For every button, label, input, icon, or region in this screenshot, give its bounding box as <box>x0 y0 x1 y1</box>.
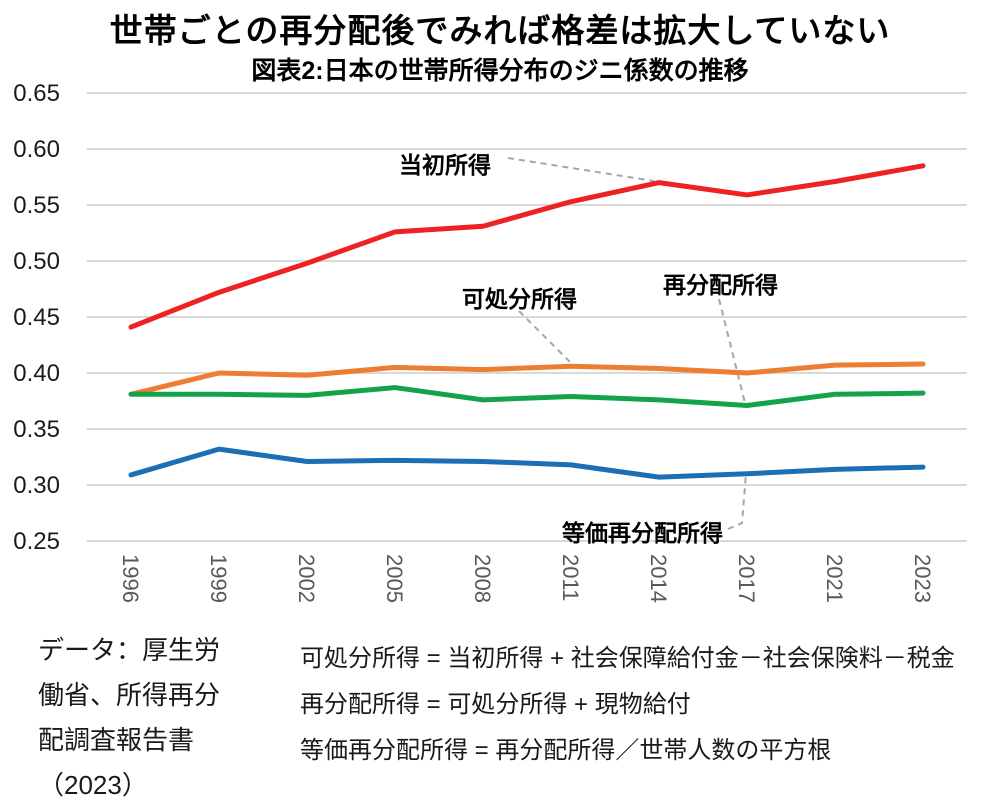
x-tick-label: 2017 <box>734 554 759 603</box>
y-tick-label: 0.25 <box>13 528 60 555</box>
gini-line-chart: 0.65 0.60 0.55 0.50 0.45 0.40 0.35 0.30 0.25 1996… <box>13 80 967 603</box>
y-tick-label: 0.30 <box>13 472 60 499</box>
series-line-等価再分配所得 <box>128 446 926 480</box>
chart-title: 世帯ごとの再分配後でみれば格差は拡大していない <box>109 12 891 49</box>
y-tick-label: 0.60 <box>13 136 60 163</box>
x-tick-label: 2021 <box>822 554 847 603</box>
source-note-line: 配調査報告書 <box>38 725 195 755</box>
leader-redistributed-income <box>718 298 746 404</box>
source-note-line: データ：厚生労 <box>38 635 221 665</box>
source-note-line: 働省、所得再分 <box>38 680 221 710</box>
definition-line: 等価再分配所得 = 再分配所得／世帯人数の平方根 <box>300 737 832 764</box>
x-tick-label: 2002 <box>294 554 319 603</box>
x-tick-label: 2023 <box>910 554 935 603</box>
leader-equivalized-redistributed-income <box>727 473 747 530</box>
y-tick-label: 0.45 <box>13 304 60 331</box>
x-tick-label: 2014 <box>646 554 671 603</box>
x-tick-label: 1996 <box>118 554 143 603</box>
series-line-再分配所得 <box>128 385 926 408</box>
y-tick-label: 0.50 <box>13 248 60 275</box>
leader-disposable-income <box>518 310 572 364</box>
definitions-note: 可処分所得 = 当初所得 + 社会保障給付金－社会保険料－税金 再分配所得 = … <box>300 636 955 774</box>
y-tick-label: 0.40 <box>13 360 60 387</box>
annotation-disposable-income: 可処分所得 <box>462 286 577 312</box>
y-tick-label: 0.35 <box>13 416 60 443</box>
data-source-note: データ：厚生労 働省、所得再分 配調査報告書 （2023） <box>38 628 220 799</box>
annotation-redistributed-income: 再分配所得 <box>663 272 778 298</box>
y-tick-label: 0.65 <box>13 80 60 107</box>
chart-subtitle: 図表2:日本の世帯所得分布のジニ係数の推移 <box>251 57 749 85</box>
x-tick-label: 1999 <box>206 554 231 603</box>
source-note-line: （2023） <box>38 770 148 799</box>
annotation-initial-income: 当初所得 <box>399 152 491 178</box>
annotation-equivalized-redistributed-income: 等価再分配所得 <box>562 520 723 546</box>
y-tick-label: 0.55 <box>13 192 60 219</box>
leader-initial-income <box>507 157 655 182</box>
series-line-当初所得 <box>128 163 926 330</box>
series-line-可処分所得 <box>128 361 926 397</box>
x-tick-label: 2008 <box>470 554 495 603</box>
x-tick-label: 2005 <box>382 554 407 603</box>
definition-line: 可処分所得 = 当初所得 + 社会保障給付金－社会保険料－税金 <box>300 645 955 672</box>
definition-line: 再分配所得 = 可処分所得 + 現物給付 <box>300 691 691 718</box>
x-tick-label: 2011 <box>558 554 583 601</box>
